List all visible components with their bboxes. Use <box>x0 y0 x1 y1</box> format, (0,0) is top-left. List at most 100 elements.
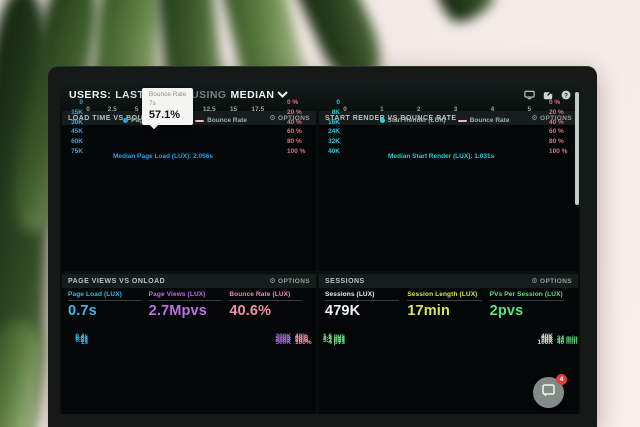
axis-tick: 4 pvs <box>328 339 345 347</box>
axis-tick: 80% <box>295 337 309 345</box>
help-icon[interactable]: ? <box>561 90 571 100</box>
header-icon-group: ? <box>524 90 571 100</box>
axis-tick: 400K <box>275 337 291 345</box>
axis-tick: 40% <box>295 332 309 340</box>
svg-text:?: ? <box>564 92 568 99</box>
axis-tick: 80K <box>541 337 553 345</box>
axis-tick: 30K <box>71 118 83 126</box>
panel-load-time: LOAD TIME VS BOUNCE RATE ⚙ OPTIONS 75K60… <box>62 88 316 271</box>
display-icon[interactable] <box>524 90 535 100</box>
axis-tick: 40K <box>328 148 340 155</box>
panel-sessions: SESSIONS ⚙ OPTIONS Sessions (LUX) 479K S… <box>319 274 578 414</box>
metric-session-length: Session Length (LUX) 17min <box>407 291 482 324</box>
panel-header: SESSIONS ⚙ OPTIONS <box>319 274 578 288</box>
plant-leaf <box>431 0 501 29</box>
axis-tick: 0 <box>79 99 83 106</box>
axis-tick: 80 % <box>549 138 564 146</box>
axis-tick: 40K <box>541 333 553 341</box>
panel-title: PAGE VIEWS VS ONLOAD <box>68 277 166 285</box>
axis-tick: 32 min <box>557 337 578 345</box>
axis-tick: 24K <box>328 128 340 136</box>
axis-tick: 1 <box>380 106 384 113</box>
panel-page-views: PAGE VIEWS VS ONLOAD ⚙ OPTIONS Page Load… <box>62 274 316 414</box>
axis-tick: 20 % <box>287 108 302 116</box>
chat-fab-button[interactable]: 4 <box>533 374 567 408</box>
axis-tick: 0.4s <box>75 332 88 340</box>
axis-tick: 100 % <box>549 148 568 155</box>
axis-tick: 4 <box>490 106 495 113</box>
metric-page-views: Page Views (LUX) 2.7Mpvs <box>148 291 222 324</box>
median-label: MEDIAN <box>230 89 275 101</box>
axis-tick: 60 % <box>549 128 564 136</box>
scrollbar-thumb[interactable] <box>575 92 579 205</box>
axis-tick: 1.6 pvs <box>322 332 345 340</box>
axis-tick: 75K <box>71 148 83 155</box>
axis-tick: 3.2 pvs <box>322 337 345 345</box>
panel-title: SESSIONS <box>325 277 365 285</box>
options-button[interactable]: ⚙ OPTIONS <box>269 114 310 122</box>
axis-tick: 16K <box>328 118 340 126</box>
axis-tick: 500K <box>275 339 291 347</box>
gear-icon: ⚙ <box>531 277 539 285</box>
axis-tick: 0 % <box>549 99 561 106</box>
metric-pvs-per-session: PVs Per Session (LUX) 2pvs <box>489 291 564 319</box>
axis-tick: 5 <box>527 106 532 113</box>
axis-tick: 0.6s <box>75 334 88 342</box>
axis-tick: 60% <box>295 334 309 342</box>
axis-tick: 60K <box>541 335 553 343</box>
using-label: USING <box>191 89 227 101</box>
options-button[interactable]: ⚙ OPTIONS <box>531 114 572 122</box>
median-selector[interactable]: MEDIAN <box>230 89 289 101</box>
axis-tick: 5 <box>134 106 139 113</box>
axis-tick: 100K <box>537 339 553 347</box>
analytics-dashboard: USERS: LAST 7 DAYS USING MEDIAN <box>60 81 580 414</box>
axis-tick: 0 % <box>287 99 299 106</box>
axis-tick: 40 % <box>549 118 564 126</box>
axis-tick: 2 <box>416 106 421 113</box>
axis-tick: 0 <box>336 99 340 106</box>
axis-tick: 100% <box>295 339 312 347</box>
chart-legend: Start Render (LUX) Bounce Rate <box>345 117 544 124</box>
users-label: USERS: <box>69 89 112 101</box>
legend-dash <box>457 119 467 122</box>
axis-tick: 17.5 <box>251 106 265 113</box>
axis-tick: 2.5 <box>107 106 117 113</box>
axis-tick: 45K <box>71 128 83 136</box>
options-button[interactable]: ⚙ OPTIONS <box>531 277 572 285</box>
chart-tooltip: Bounce Rate 7s 57.1% <box>141 88 194 125</box>
laptop: USERS: LAST 7 DAYS USING MEDIAN <box>48 66 597 427</box>
axis-tick: 8K <box>331 108 340 116</box>
metric-bounce-rate: Bounce Rate (LUX) 40.6% <box>229 291 303 324</box>
legend-dot <box>123 118 129 123</box>
plant-leaf <box>0 317 47 427</box>
axis-tick: 0.8s <box>75 337 88 345</box>
gear-icon: ⚙ <box>269 277 277 285</box>
axis-tick: 15K <box>71 108 83 116</box>
axis-tick: 60K <box>71 138 83 146</box>
median-annotation: Median Page Load (LUX): 2.056s <box>112 153 213 160</box>
axis-tick: 0 <box>343 106 347 113</box>
panel-start-render: START RENDER VS BOUNCE RATE ⚙ OPTIONS 40… <box>319 99 578 271</box>
axis-tick: 40 min <box>557 339 578 347</box>
axis-tick: 15 <box>229 106 238 113</box>
axis-tick: 24 min <box>557 335 578 343</box>
metric-row: Sessions (LUX) 479K Session Length (LUX)… <box>319 288 578 324</box>
gear-icon: ⚙ <box>531 114 539 122</box>
axis-tick: 32K <box>328 138 340 146</box>
axis-tick: 2.4 pvs <box>322 334 345 342</box>
chat-icon <box>541 383 556 402</box>
metric-page-load: Page Load (LUX) 0.7s <box>68 291 141 324</box>
chevron-down-icon <box>277 89 289 101</box>
gear-icon: ⚙ <box>269 114 277 122</box>
metric-sessions: Sessions (LUX) 479K <box>325 291 400 324</box>
axis-tick: 1s <box>80 339 88 347</box>
options-button[interactable]: ⚙ OPTIONS <box>269 277 310 285</box>
axis-tick: 300K <box>275 334 291 342</box>
export-icon[interactable] <box>543 90 553 100</box>
axis-tick: 80 % <box>287 138 302 146</box>
axis-tick: 40 % <box>287 118 302 126</box>
axis-tick: 100 % <box>287 148 306 155</box>
legend-dash <box>195 119 205 122</box>
axis-tick: 12.5 <box>202 106 216 113</box>
